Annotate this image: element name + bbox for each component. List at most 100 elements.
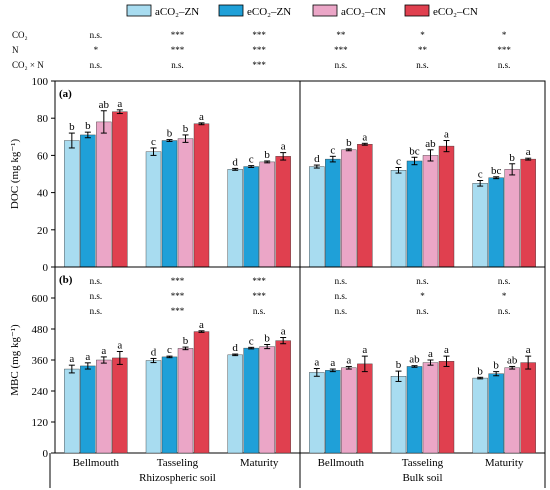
sig-value: n.s.	[498, 60, 511, 70]
significance-letter: b	[346, 137, 352, 149]
bar	[357, 144, 373, 268]
significance-letter: b	[493, 360, 499, 372]
significance-letter: d	[151, 346, 157, 358]
significance-letter: c	[249, 335, 254, 347]
sig-value: ***	[252, 60, 266, 70]
bar	[309, 372, 325, 454]
bar	[161, 140, 178, 268]
legend-label: eCO₂–CN	[433, 6, 478, 18]
significance-letter: ab	[409, 354, 420, 366]
y-tick-label: 0	[43, 448, 49, 460]
x-category-label: Tasseling	[402, 457, 444, 469]
significance-letter: b	[264, 333, 270, 345]
bar	[406, 160, 423, 268]
legend: aCO₂–ZN eCO₂–ZN aCO₂–CN eCO₂–CN	[126, 4, 478, 18]
bar	[227, 169, 243, 268]
sig-value: ***	[252, 276, 266, 286]
significance-letter: bc	[491, 165, 502, 177]
x-category-label: Maturity	[240, 457, 279, 469]
sig-value: n.s.	[335, 60, 348, 70]
x-supergroup-label: Bulk soil	[402, 472, 442, 484]
y-tick-label: 80	[37, 113, 49, 125]
bar	[96, 121, 112, 268]
bar	[406, 366, 423, 454]
sig-value: *	[502, 30, 507, 40]
bar	[243, 347, 259, 454]
y-tick-label: 480	[32, 324, 49, 336]
significance-letter: a	[199, 111, 204, 123]
significance-letter: b	[69, 121, 75, 133]
x-axis-categories: Bellmouth Tasseling Maturity Bellmouth Tasse…	[49, 453, 546, 488]
bar	[341, 149, 357, 268]
sig-row-label: N	[12, 45, 19, 55]
sig-value: ***	[252, 30, 266, 40]
bar	[227, 354, 243, 454]
significance-letter: a	[330, 357, 335, 369]
bar	[80, 365, 96, 454]
significance-letter: a	[85, 351, 90, 363]
legend-label: aCO₂–CN	[341, 6, 386, 18]
sig-value: n.s.	[416, 276, 429, 286]
x-category-label: Bellmouth	[73, 457, 120, 469]
bar	[357, 363, 373, 454]
significance-letter: a	[346, 354, 351, 366]
sig-value: n.s.	[90, 291, 103, 301]
bar	[438, 145, 455, 268]
sig-value: ***	[252, 45, 266, 55]
y-tick-label: 100	[32, 76, 49, 88]
bar	[325, 370, 341, 454]
x-category-label: Maturity	[485, 457, 524, 469]
significance-letter: d	[232, 342, 238, 354]
significance-letter: a	[428, 348, 433, 360]
bar	[520, 158, 536, 268]
y-tick-label: 360	[32, 355, 49, 367]
bar	[80, 134, 96, 268]
bar	[112, 111, 128, 268]
bar	[259, 161, 275, 268]
significance-letter: a	[526, 344, 531, 356]
significance-letter: a	[69, 353, 74, 365]
y-tick-label: 0	[43, 262, 49, 274]
significance-letter: c	[478, 169, 483, 181]
sig-value: ***	[171, 45, 185, 55]
legend-label: eCO₂–ZN	[247, 6, 291, 18]
panel-label: (b)	[59, 274, 73, 286]
significance-letter: a	[444, 129, 449, 141]
significance-table-doc: CO₂ n.s. *** *** ** * *N * *** *** *** ** ***CO₂ × N…	[12, 30, 511, 70]
sig-row-label: CO₂ × N	[12, 60, 44, 70]
bar	[341, 367, 357, 454]
significance-letter: b	[183, 123, 189, 135]
bar	[243, 166, 259, 268]
significance-letter: a	[362, 131, 367, 143]
significance-letter: a	[314, 357, 319, 369]
bar	[325, 158, 341, 268]
bar	[145, 360, 162, 454]
y-tick-label: 20	[37, 225, 49, 237]
sig-value: n.s.	[253, 306, 266, 316]
sig-value: n.s.	[335, 306, 348, 316]
bar	[472, 377, 488, 454]
bar	[193, 123, 210, 268]
sig-value: *	[502, 291, 507, 301]
bar	[112, 357, 128, 454]
bar	[472, 183, 488, 268]
bar	[177, 138, 194, 268]
y-tick-label: 60	[37, 150, 49, 162]
sig-value: *	[420, 291, 425, 301]
significance-letter: b	[509, 152, 515, 164]
legend-label: aCO₂–ZN	[155, 6, 199, 18]
sig-row-label: CO₂	[12, 30, 28, 40]
bar	[504, 169, 520, 268]
y-tick-label: 40	[37, 188, 49, 200]
significance-letter: c	[396, 155, 401, 167]
significance-letter: b	[85, 120, 91, 132]
sig-value: n.s.	[335, 276, 348, 286]
bar	[193, 331, 210, 454]
sig-value: ***	[497, 45, 511, 55]
legend-swatch	[126, 4, 152, 17]
bar	[422, 362, 439, 454]
x-supergroup-label: Rhizospheric soil	[139, 472, 216, 484]
